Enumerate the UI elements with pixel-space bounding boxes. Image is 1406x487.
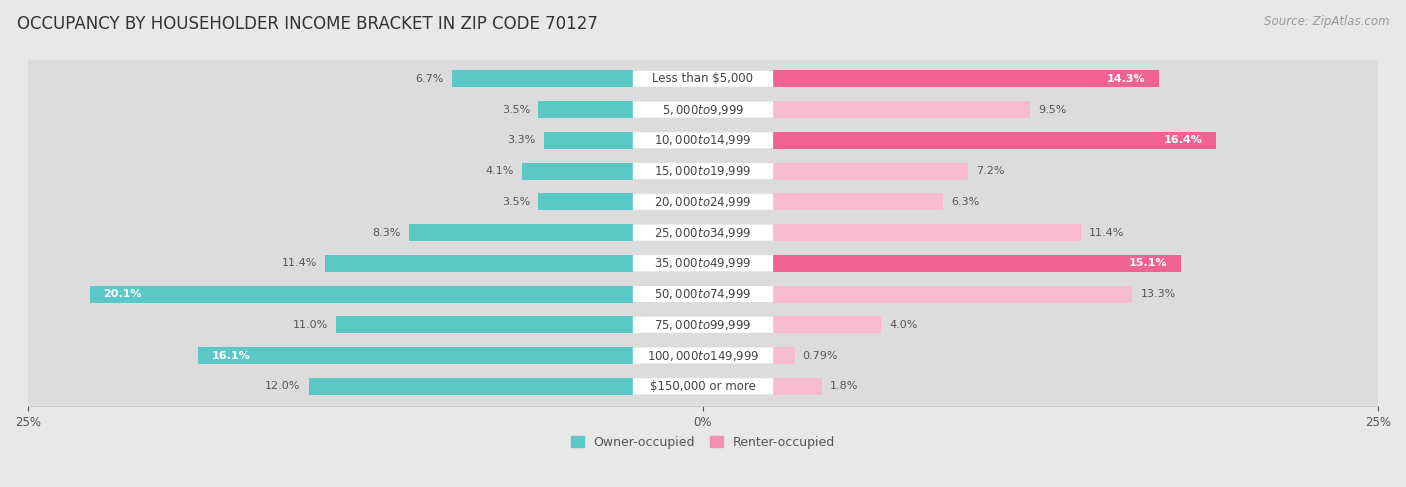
Text: 6.7%: 6.7% (415, 74, 444, 84)
Text: 4.1%: 4.1% (485, 166, 515, 176)
FancyBboxPatch shape (25, 244, 1381, 282)
Text: 16.1%: 16.1% (211, 351, 250, 360)
Bar (90, 285, 633, 302)
Text: 1.8%: 1.8% (830, 381, 858, 391)
FancyBboxPatch shape (25, 60, 1381, 98)
Bar (773, 163, 967, 180)
Text: 12.0%: 12.0% (266, 381, 301, 391)
FancyBboxPatch shape (633, 132, 773, 149)
Text: $100,000 to $149,999: $100,000 to $149,999 (647, 349, 759, 362)
Text: $15,000 to $19,999: $15,000 to $19,999 (654, 164, 752, 178)
Bar (538, 101, 633, 118)
Bar (409, 224, 633, 241)
Text: 7.2%: 7.2% (976, 166, 1004, 176)
Bar (325, 255, 633, 272)
Text: $50,000 to $74,999: $50,000 to $74,999 (654, 287, 752, 301)
FancyBboxPatch shape (633, 255, 773, 271)
Bar (198, 347, 633, 364)
FancyBboxPatch shape (633, 71, 773, 87)
FancyBboxPatch shape (633, 317, 773, 333)
Bar (538, 193, 633, 210)
FancyBboxPatch shape (633, 348, 773, 363)
Bar (773, 255, 1181, 272)
FancyBboxPatch shape (25, 306, 1381, 344)
Text: 14.3%: 14.3% (1107, 74, 1146, 84)
Text: $20,000 to $24,999: $20,000 to $24,999 (654, 195, 752, 209)
FancyBboxPatch shape (25, 213, 1381, 252)
Bar (773, 101, 1029, 118)
Text: 6.3%: 6.3% (952, 197, 980, 207)
Text: 16.4%: 16.4% (1164, 135, 1202, 145)
Bar (522, 163, 633, 180)
Text: 13.3%: 13.3% (1140, 289, 1175, 299)
FancyBboxPatch shape (633, 102, 773, 117)
Bar (451, 70, 633, 87)
Bar (773, 317, 882, 333)
FancyBboxPatch shape (25, 183, 1381, 221)
Text: 8.3%: 8.3% (373, 227, 401, 238)
Bar (544, 132, 633, 149)
Text: 0.79%: 0.79% (803, 351, 838, 360)
FancyBboxPatch shape (25, 275, 1381, 313)
Bar (773, 70, 1160, 87)
Bar (773, 285, 1132, 302)
Text: 3.5%: 3.5% (502, 105, 530, 114)
Bar (773, 378, 821, 395)
Text: 11.0%: 11.0% (292, 320, 328, 330)
Text: 3.5%: 3.5% (502, 197, 530, 207)
Text: Less than $5,000: Less than $5,000 (652, 72, 754, 85)
FancyBboxPatch shape (25, 152, 1381, 190)
Text: $25,000 to $34,999: $25,000 to $34,999 (654, 225, 752, 240)
Bar (773, 193, 943, 210)
Text: $5,000 to $9,999: $5,000 to $9,999 (662, 103, 744, 116)
Text: Source: ZipAtlas.com: Source: ZipAtlas.com (1264, 15, 1389, 28)
FancyBboxPatch shape (633, 286, 773, 302)
FancyBboxPatch shape (633, 225, 773, 241)
Bar (773, 347, 794, 364)
FancyBboxPatch shape (25, 91, 1381, 129)
Bar (309, 378, 633, 395)
Text: $35,000 to $49,999: $35,000 to $49,999 (654, 256, 752, 270)
FancyBboxPatch shape (633, 378, 773, 394)
Text: 3.3%: 3.3% (508, 135, 536, 145)
FancyBboxPatch shape (25, 337, 1381, 375)
FancyBboxPatch shape (25, 121, 1381, 159)
Text: 20.1%: 20.1% (104, 289, 142, 299)
Text: $150,000 or more: $150,000 or more (650, 380, 756, 393)
Text: 4.0%: 4.0% (890, 320, 918, 330)
Text: 11.4%: 11.4% (1090, 227, 1125, 238)
Text: $75,000 to $99,999: $75,000 to $99,999 (654, 318, 752, 332)
Text: 9.5%: 9.5% (1038, 105, 1066, 114)
Bar (773, 132, 1216, 149)
Text: 15.1%: 15.1% (1129, 258, 1167, 268)
Legend: Owner-occupied, Renter-occupied: Owner-occupied, Renter-occupied (571, 436, 835, 449)
FancyBboxPatch shape (633, 163, 773, 179)
Bar (336, 317, 633, 333)
FancyBboxPatch shape (25, 367, 1381, 405)
Bar (773, 224, 1081, 241)
Text: 11.4%: 11.4% (281, 258, 316, 268)
FancyBboxPatch shape (633, 194, 773, 210)
Text: OCCUPANCY BY HOUSEHOLDER INCOME BRACKET IN ZIP CODE 70127: OCCUPANCY BY HOUSEHOLDER INCOME BRACKET … (17, 15, 598, 33)
Text: $10,000 to $14,999: $10,000 to $14,999 (654, 133, 752, 147)
